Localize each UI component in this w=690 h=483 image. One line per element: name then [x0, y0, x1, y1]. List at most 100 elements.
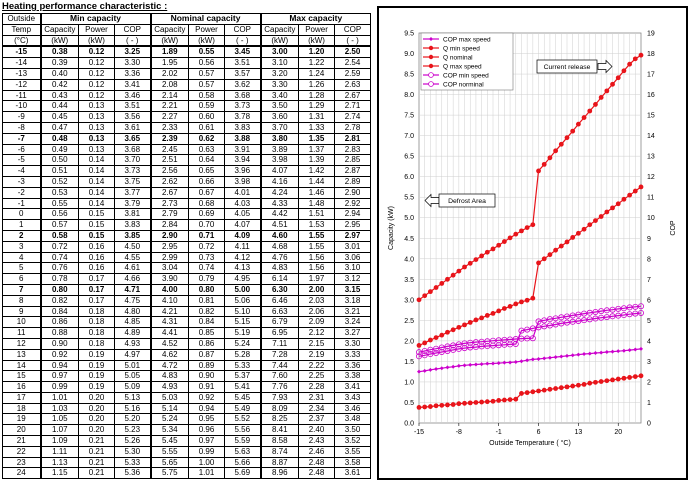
table-cell: 5.30	[113, 445, 152, 458]
y2-tick-label: 7	[647, 277, 651, 284]
table-cell: 5.56	[224, 424, 262, 437]
table-cell: 0.70	[188, 219, 226, 231]
subheader-capacity: Capacity	[150, 23, 190, 36]
data-point	[620, 305, 627, 312]
data-point	[433, 350, 440, 357]
table-cell: 2.67	[334, 89, 372, 102]
data-point	[467, 400, 473, 406]
table-cell: 0.21	[78, 467, 115, 480]
table-cell: 1.07	[40, 424, 79, 437]
data-point	[558, 385, 564, 391]
table-cell: 0.97	[188, 435, 226, 447]
table-cell: 0.12	[78, 57, 115, 69]
table-cell: 3.57	[224, 67, 262, 80]
table-cell: 0.39	[40, 57, 79, 69]
table-cell: 0.21	[78, 456, 115, 469]
table-cell: 2.37	[298, 413, 336, 426]
table-cell: 3.98	[260, 154, 300, 167]
data-point	[519, 228, 524, 234]
table-cell: 4.83	[150, 370, 190, 383]
table-cell: 2.40	[298, 424, 336, 437]
callout-box	[536, 59, 598, 74]
table-cell: 3.55	[334, 445, 372, 458]
table-cell: 0.13	[78, 143, 115, 156]
table-row: 21 1.09 0.21 5.26 5.45 0.97 5.59 8.58 2.43 3.52	[2, 435, 372, 447]
table-cell: 3.30	[334, 337, 372, 350]
data-point	[451, 364, 456, 369]
table-cell: 3.62	[224, 78, 262, 91]
table-cell: 5.20	[113, 413, 152, 426]
table-cell: 0.64	[188, 154, 226, 167]
data-point	[552, 321, 559, 328]
table-cell: 2.99	[150, 251, 190, 264]
table-cell: 0.19	[78, 370, 115, 383]
data-point	[421, 347, 428, 354]
data-point	[586, 309, 593, 316]
data-point	[587, 222, 593, 228]
data-point	[513, 396, 519, 402]
table-cell: 0.76	[40, 262, 79, 275]
y-tick-label: 3.0	[404, 297, 414, 304]
y-tick-label: 2.0	[404, 338, 414, 345]
legend-entry: COP max speed	[423, 37, 491, 44]
data-point	[518, 327, 525, 334]
cell-temp: -4	[2, 165, 42, 177]
table-row: 9 0.84 0.18 4.80 4.21 0.82 5.10 6.63 2.06 3.21	[2, 305, 372, 318]
table-cell: 5.33	[113, 456, 152, 469]
table-cell: 3.98	[224, 175, 262, 188]
cell-temp: 21	[2, 435, 42, 447]
subheader-cop: COP	[113, 23, 152, 36]
table-row: 7 0.80 0.17 4.71 4.00 0.80 5.00 6.30 2.00 3.15	[2, 283, 372, 296]
legend-marker	[428, 72, 434, 78]
table-cell: 3.48	[334, 413, 372, 426]
table-cell: 4.00	[150, 283, 190, 296]
series-q-max-speed	[416, 52, 644, 303]
data-point	[484, 399, 490, 405]
data-point	[564, 384, 570, 390]
table-cell: 0.67	[188, 186, 226, 199]
data-point	[524, 297, 530, 303]
table-cell: 0.96	[188, 424, 226, 437]
table-cell: 0.51	[40, 165, 79, 177]
y2-tick-label: 17	[647, 72, 655, 79]
cell-temp: -2	[2, 186, 42, 199]
table-cell: 2.79	[150, 208, 190, 221]
table-cell: 3.83	[224, 121, 262, 134]
table-cell: 4.07	[260, 165, 300, 177]
data-point	[455, 345, 462, 352]
table-cell: 4.24	[260, 186, 300, 199]
subheader-capacity: Capacity	[40, 23, 79, 36]
table-cell: 3.80	[260, 132, 300, 145]
table-cell: 4.09	[224, 229, 262, 242]
data-point	[495, 337, 502, 344]
data-point	[434, 367, 439, 372]
data-point	[501, 306, 507, 311]
data-point	[450, 342, 457, 349]
y-tick-label: 1.5	[404, 359, 414, 366]
series	[416, 52, 644, 410]
data-point	[456, 363, 461, 368]
series-q-min-speed-line	[418, 375, 642, 408]
table-cell: 0.78	[40, 273, 79, 285]
data-point	[610, 205, 615, 211]
table-cell: 0.85	[188, 327, 226, 339]
table-cell: 0.94	[40, 359, 79, 372]
data-point	[530, 389, 536, 395]
table-row: 6 0.78 0.17 4.66 3.90 0.79 4.95 6.14 1.97 3.12	[2, 273, 372, 285]
data-point	[496, 398, 502, 403]
table-cell: 3.88	[224, 132, 262, 145]
y2-tick-label: 3	[647, 359, 651, 366]
table-cell: 3.36	[113, 67, 152, 80]
table-cell: 4.95	[224, 273, 262, 285]
legend-entry: Q min speed	[423, 46, 480, 53]
data-point	[615, 75, 621, 81]
data-point	[484, 249, 490, 255]
current-release-label: Current release	[544, 64, 591, 71]
table-cell: 2.46	[298, 445, 336, 458]
data-point	[535, 318, 542, 325]
y2-tick-label: 5	[647, 318, 651, 325]
data-point	[593, 218, 598, 224]
table-cell: 0.20	[78, 391, 115, 404]
data-point	[632, 374, 638, 380]
table-cell: 0.49	[40, 143, 79, 156]
